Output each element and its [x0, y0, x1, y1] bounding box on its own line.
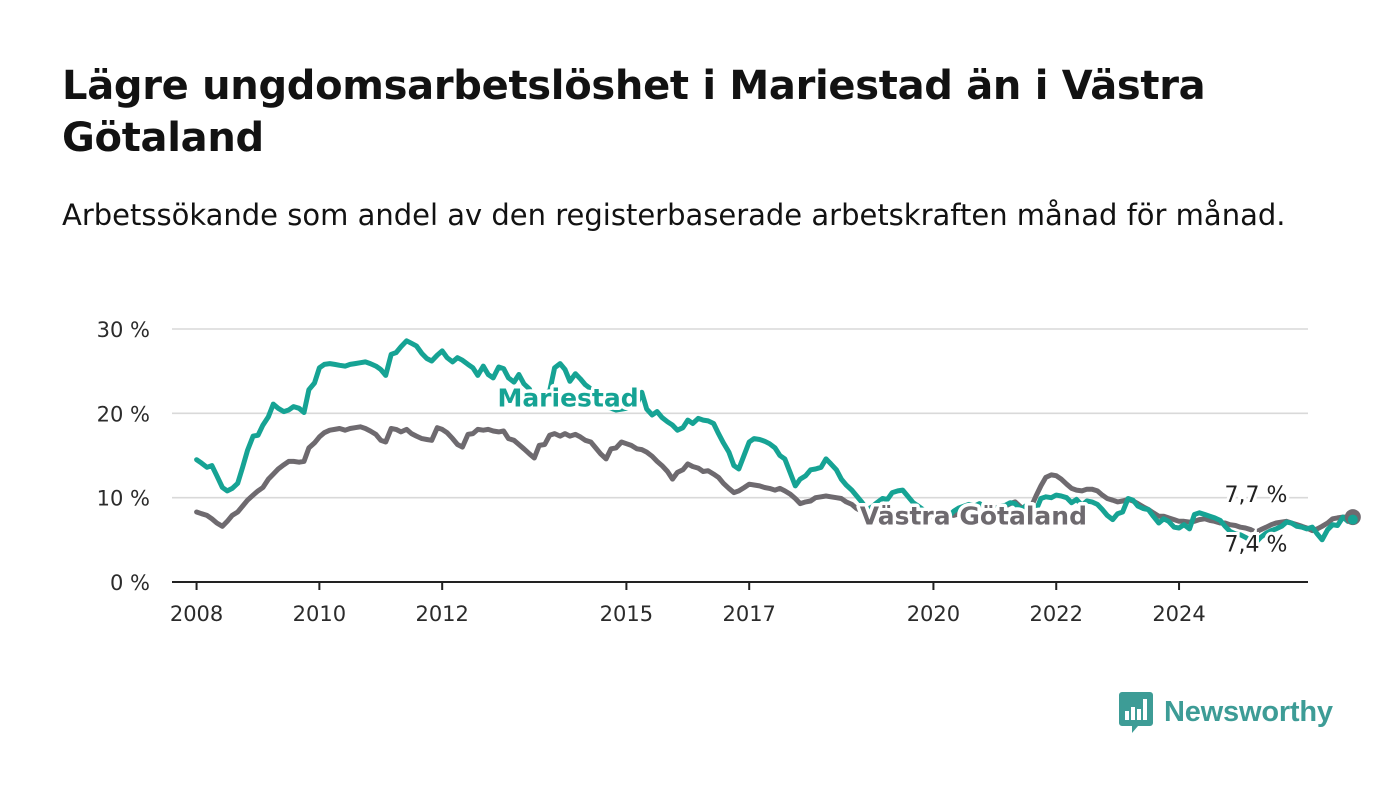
chart-title: Lägre ungdomsarbetslöshet i Mariestad än…	[62, 63, 1206, 161]
newsworthy-logo-text: Newsworthy	[1164, 695, 1333, 728]
y-tick-label: 20 %	[97, 402, 150, 426]
y-tick-label: 30 %	[97, 318, 150, 342]
series-lines	[194, 338, 1361, 545]
x-tick-label: 2008	[170, 602, 223, 626]
x-tick-label: 2010	[293, 602, 346, 626]
newsworthy-logo: Newsworthy	[1118, 690, 1333, 734]
y-tick-label: 10 %	[97, 487, 150, 511]
y-tick-label: 0 %	[110, 571, 150, 595]
series-line-v-stra-g-taland	[194, 424, 1356, 535]
endpoint-marker-mariestad	[1347, 514, 1358, 525]
gridlines	[172, 328, 1308, 499]
line-chart: 2008 2010 2012 2015 2017 2020 2022 2024 0 % 10 %…	[97, 318, 1361, 626]
end-label-vastra-gotaland: 7,7 %	[1225, 483, 1288, 508]
x-tick-label: 2017	[722, 602, 775, 626]
x-tick-label: 2022	[1030, 602, 1083, 626]
y-axis: 0 % 10 % 20 % 30 %	[97, 318, 150, 595]
newsworthy-logo-icon	[1119, 692, 1153, 733]
series-label-mariestad: Mariestad	[497, 384, 638, 413]
x-axis: 2008 2010 2012 2015 2017 2020 2022 2024	[170, 581, 1308, 626]
x-tick-label: 2020	[907, 602, 960, 626]
series-line-mariestad	[194, 338, 1356, 545]
series-labels: Mariestad Västra Götaland 7,7 % 7,4 %	[494, 380, 1290, 561]
chart-subtitle: Arbetssökande som andel av den registerb…	[62, 198, 1286, 232]
x-tick-label: 2024	[1152, 602, 1205, 626]
end-label-mariestad: 7,4 %	[1225, 533, 1288, 558]
series-label-vastra-gotaland: Västra Götaland	[860, 502, 1087, 531]
x-tick-label: 2012	[415, 602, 468, 626]
x-tick-label: 2015	[600, 602, 653, 626]
